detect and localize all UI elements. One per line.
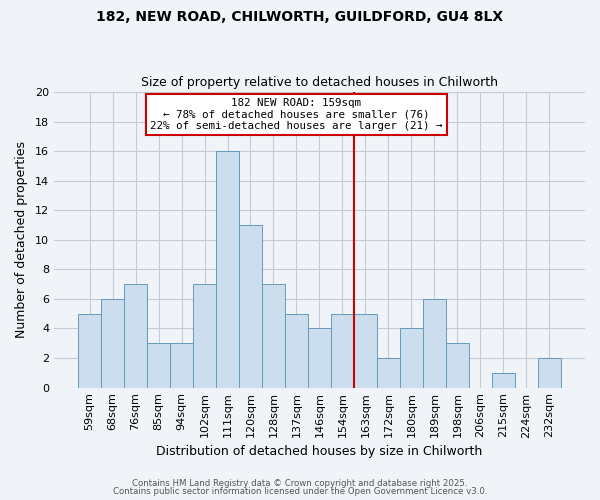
Bar (377, 358, 400, 388)
Bar (216, 151, 239, 388)
Bar (78, 314, 101, 388)
Text: 182 NEW ROAD: 159sqm
← 78% of detached houses are smaller (76)
22% of semi-detac: 182 NEW ROAD: 159sqm ← 78% of detached h… (150, 98, 443, 131)
Bar (400, 328, 423, 388)
Bar (170, 343, 193, 388)
Bar (354, 314, 377, 388)
Text: 182, NEW ROAD, CHILWORTH, GUILDFORD, GU4 8LX: 182, NEW ROAD, CHILWORTH, GUILDFORD, GU4… (97, 10, 503, 24)
Bar (308, 328, 331, 388)
Y-axis label: Number of detached properties: Number of detached properties (15, 142, 28, 338)
Bar (331, 314, 354, 388)
Text: Contains public sector information licensed under the Open Government Licence v3: Contains public sector information licen… (113, 487, 487, 496)
X-axis label: Distribution of detached houses by size in Chilworth: Distribution of detached houses by size … (157, 444, 482, 458)
Bar (101, 299, 124, 388)
Bar (262, 284, 285, 388)
Bar (124, 284, 147, 388)
Bar (423, 299, 446, 388)
Bar (193, 284, 216, 388)
Bar (239, 225, 262, 388)
Bar (147, 343, 170, 388)
Bar (538, 358, 561, 388)
Bar (492, 373, 515, 388)
Title: Size of property relative to detached houses in Chilworth: Size of property relative to detached ho… (141, 76, 498, 90)
Text: Contains HM Land Registry data © Crown copyright and database right 2025.: Contains HM Land Registry data © Crown c… (132, 478, 468, 488)
Bar (285, 314, 308, 388)
Bar (446, 343, 469, 388)
